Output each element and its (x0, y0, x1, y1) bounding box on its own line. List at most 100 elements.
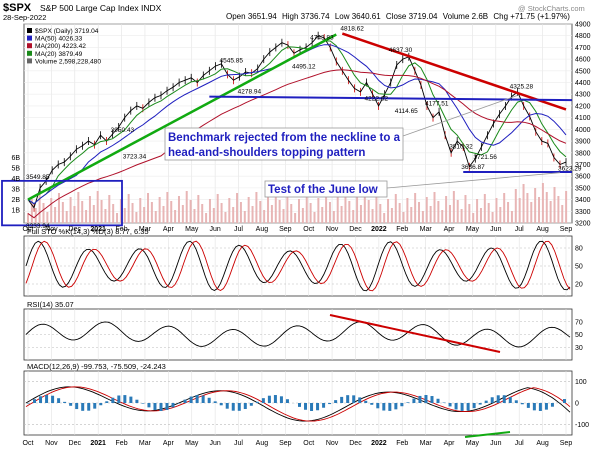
indicator-y-tick: 30 (575, 345, 583, 352)
x-tick-label: Sep (560, 226, 573, 233)
index-name: S&P 500 Large Cap Index INDX (40, 3, 162, 13)
volume-bar (456, 200, 459, 223)
price-y-tick: 3200 (575, 221, 591, 228)
indicator-y-tick: 50 (575, 264, 583, 271)
volume-bar (181, 205, 184, 223)
price-point-label: 3721.56 (473, 154, 497, 161)
macd-histogram-bar (195, 395, 199, 403)
pointer-line (386, 172, 560, 189)
x-tick-label: May (466, 226, 480, 233)
x-tick-label: 2021 (90, 440, 106, 447)
volume-bar (224, 212, 227, 223)
volume-bar (390, 208, 393, 223)
volume-bar (332, 211, 335, 223)
macd-histogram-bar (81, 403, 85, 411)
chart-date: 28-Sep-2022 (3, 13, 46, 22)
volume-bar (54, 207, 57, 223)
volume-bar (433, 192, 436, 223)
macd-histogram-bar (285, 399, 289, 403)
volume-bar (278, 200, 281, 223)
volume-bar (139, 198, 142, 223)
price-y-tick: 4700 (575, 45, 591, 52)
volume-bar (445, 196, 448, 223)
macd-histogram-bar (123, 395, 127, 403)
volume-bar (545, 192, 548, 223)
x-tick-label: Jul (234, 440, 243, 447)
x-tick-label: Dec (349, 440, 362, 447)
legend-swatch (27, 35, 32, 41)
price-y-tick: 3300 (575, 209, 591, 216)
watermark: @ StockCharts.com (518, 4, 585, 13)
volume-y-tick: 5B (11, 166, 20, 173)
indicator-y-tick: 0 (575, 401, 579, 408)
volume-bar (243, 211, 246, 223)
macd-histogram-bar (27, 403, 30, 404)
macd-histogram-bar (382, 403, 386, 411)
price-y-tick: 3700 (575, 162, 591, 169)
volume-bar (154, 211, 157, 223)
volume-bar (30, 199, 33, 223)
macd-histogram-bar (45, 395, 49, 403)
volume-bar (263, 210, 266, 223)
volume-bar (73, 206, 76, 223)
price-point-label: 3549.85 (26, 174, 50, 181)
x-tick-label: May (185, 440, 199, 447)
volume-bar (499, 207, 502, 223)
macd-histogram-bar (87, 403, 91, 411)
volume-bar (127, 194, 130, 223)
volume-bar (479, 208, 482, 223)
price-point-label: 4278.94 (238, 89, 262, 96)
neckline-annotation-line1: Benchmark rejected from the neckline to … (168, 132, 401, 144)
volume-bar (162, 206, 165, 223)
price-series (1, 31, 573, 227)
x-tick-label: 2021 (90, 226, 106, 233)
price-point-label: 3623.29 (558, 165, 582, 172)
volume-bar (38, 194, 41, 223)
price-y-tick: 4400 (575, 80, 591, 87)
indicator-y-tick: 50 (575, 332, 583, 339)
early-support-box (1, 179, 123, 227)
macd-histogram-bar (352, 395, 356, 403)
macd-histogram-bar (183, 399, 187, 403)
x-tick-label: Nov (326, 226, 339, 233)
macd-histogram-bar (304, 403, 308, 410)
macd-histogram-bar (526, 403, 530, 408)
volume-bar (197, 195, 200, 223)
volume-bar (472, 213, 475, 223)
ohlc-readout: Open 3651.94 High 3736.74 Low 3640.61 Cl… (226, 12, 570, 21)
macd-histogram-bar (406, 402, 410, 403)
volume-bar (309, 203, 312, 223)
volume-bar (108, 195, 111, 223)
indicator-signal-line (25, 386, 571, 422)
volume-bar (425, 197, 428, 223)
volume-bar (193, 209, 196, 223)
volume-bar (61, 202, 64, 223)
annotation-box (264, 180, 388, 198)
price-point-label: 4222.62 (365, 95, 389, 102)
volume-bar (398, 203, 401, 223)
volume-bar (483, 194, 486, 223)
macd-histogram-bar (430, 396, 434, 403)
volume-bar (236, 193, 239, 223)
volume-bar (510, 211, 513, 223)
annotation-box (164, 127, 404, 161)
volume-bar (81, 201, 84, 223)
volume-bar (69, 197, 72, 223)
volume-bar (174, 210, 177, 223)
macd-histogram-bar (298, 403, 301, 407)
macd-histogram-bar (394, 403, 398, 410)
macd-histogram-bar (412, 398, 416, 403)
macd-histogram-bar (33, 399, 37, 403)
macd-histogram-bar (75, 403, 79, 410)
price-point-label: 4818.62 (340, 26, 364, 33)
price-point-label: 4325.28 (510, 83, 534, 90)
volume-bar (402, 212, 405, 223)
volume-bar (267, 196, 270, 223)
indicator-line (25, 321, 571, 348)
macd-histogram-bar (364, 400, 368, 403)
volume-bar (50, 198, 53, 223)
volume-bar (189, 200, 192, 223)
volume-bar (344, 192, 347, 223)
